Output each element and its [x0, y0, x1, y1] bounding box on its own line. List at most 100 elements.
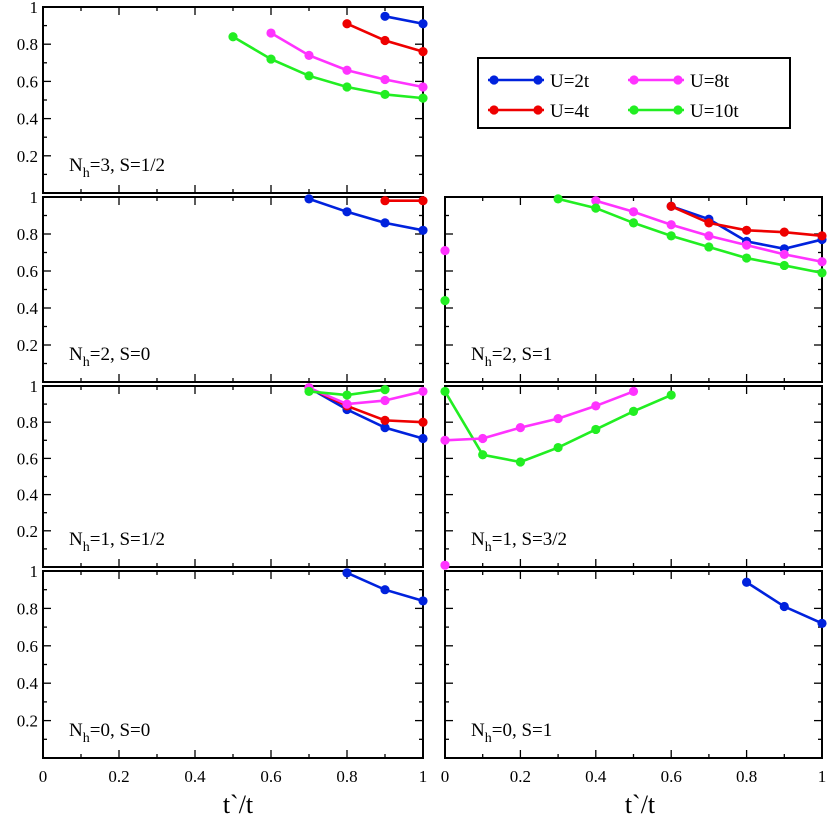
data-point	[342, 82, 352, 92]
data-point	[342, 19, 352, 29]
panel-label: Nh=0, S=1	[471, 720, 552, 746]
series-U-2t	[380, 11, 428, 29]
panel-nh2-s1: Nh=2, S=1	[440, 194, 827, 383]
y-tick-label: 0.8	[17, 599, 38, 618]
y-tick-label: 0.4	[17, 486, 39, 505]
panel-label: Nh=2, S=1	[471, 344, 552, 370]
y-tick-label: 0.8	[17, 225, 38, 244]
data-point	[228, 32, 238, 42]
panel-label: Nh=2, S=0	[69, 344, 150, 370]
series-U-4t	[380, 196, 428, 206]
data-point	[628, 386, 639, 397]
y-tick-label: 0.6	[17, 449, 38, 468]
data-point	[418, 433, 428, 444]
data-point	[779, 601, 789, 612]
panel-nh2-s0: 0.2 0.4 0.6 0.8 1 Nh=2, S=0	[17, 188, 428, 383]
data-point	[704, 231, 714, 241]
legend-box	[477, 57, 791, 129]
data-point	[817, 268, 827, 278]
legend-label: U=2t	[550, 71, 590, 92]
data-point	[440, 386, 450, 397]
data-point	[342, 207, 352, 217]
y-tick-label: 0.6	[17, 262, 38, 281]
x-tick-label: 1	[818, 767, 827, 786]
data-point	[342, 568, 352, 578]
data-point	[742, 253, 752, 263]
data-point	[418, 47, 428, 57]
data-point	[418, 596, 428, 606]
data-point	[304, 50, 314, 60]
data-point	[628, 406, 639, 416]
data-point	[380, 11, 390, 21]
data-point	[418, 225, 428, 235]
data-point	[666, 220, 676, 230]
series-line	[384, 15, 424, 26]
legend-entry-U-2t: U=2t	[488, 71, 590, 92]
data-point	[342, 65, 352, 75]
panel-label: Nh=3, S=1/2	[69, 155, 165, 181]
data-point	[418, 82, 428, 92]
y-tick-label: 1	[30, 377, 39, 396]
legend-marker	[489, 105, 499, 115]
series-U-10t	[304, 385, 390, 400]
legend-entry-U-8t: U=8t	[628, 71, 730, 92]
data-point	[380, 415, 390, 425]
data-point	[628, 218, 639, 228]
data-point	[478, 433, 488, 444]
y-tick-label: 1	[30, 188, 39, 207]
data-point	[553, 442, 563, 453]
panels: 0.2 0.4 0.6 0.8 1 Nh=3, S=1/2 0.2 0.4 0.6 0.8 1 Nh=…	[17, 0, 827, 786]
series-U-8t	[440, 196, 827, 267]
data-point	[515, 423, 526, 433]
x-tick-label: 0	[441, 767, 450, 786]
x-tick-label: 0.4	[184, 767, 206, 786]
data-point	[342, 399, 352, 409]
data-point	[628, 207, 639, 217]
data-point	[440, 435, 450, 445]
data-point	[704, 218, 714, 228]
data-point	[742, 225, 752, 235]
data-point	[666, 201, 676, 211]
data-point	[553, 194, 563, 204]
panel-label: Nh=0, S=0	[69, 720, 150, 746]
series-U-8t	[440, 386, 639, 445]
data-point	[418, 196, 428, 206]
x-tick-label: 0.6	[260, 767, 281, 786]
y-tick-label: 0.8	[17, 35, 38, 54]
panel-label: Nh=1, S=1/2	[69, 529, 165, 555]
panel-nh0-s1: 0 0.2 0.4 0.6 0.8 1 Nh=0, S=1	[441, 570, 827, 786]
legend: U=2t U=4t U=8t U=10t	[477, 57, 791, 129]
series-line	[308, 386, 424, 406]
y-tick-label: 0.4	[17, 110, 39, 129]
data-point	[418, 93, 428, 103]
data-point	[380, 585, 390, 595]
legend-marker	[673, 105, 683, 115]
y-tick-label: 0.2	[17, 712, 38, 731]
series-line	[232, 35, 424, 100]
data-point	[266, 54, 276, 64]
data-point	[418, 386, 428, 397]
panel-nh0-s0: 0.2 0.4 0.6 0.8 1 0 0.2 0.4 0.6 0.8 1 Nh=0, S=0	[17, 562, 428, 786]
data-point	[666, 231, 676, 241]
data-point	[779, 260, 789, 271]
series-line	[270, 31, 424, 89]
y-tick-label: 1	[30, 0, 39, 17]
data-point	[666, 390, 676, 400]
series-U-4t	[304, 383, 428, 427]
x-tick-label: 0.8	[736, 767, 757, 786]
y-tick-label: 0.8	[17, 413, 38, 432]
data-point	[817, 618, 827, 628]
panel-nh3-s12: 0.2 0.4 0.6 0.8 1 Nh=3, S=1/2	[17, 0, 428, 194]
data-point	[742, 577, 752, 587]
series-U-8t	[440, 560, 450, 570]
y-tick-label: 0.4	[17, 299, 39, 318]
data-point	[704, 242, 714, 252]
x-axis-label-right: t`/t	[625, 790, 656, 819]
data-point	[304, 194, 314, 204]
panel-label: Nh=1, S=3/2	[471, 529, 567, 555]
series-U-4t	[666, 201, 827, 241]
legend-label: U=10t	[690, 101, 739, 122]
data-point	[380, 196, 390, 206]
data-point	[591, 196, 601, 206]
data-point	[742, 240, 752, 250]
